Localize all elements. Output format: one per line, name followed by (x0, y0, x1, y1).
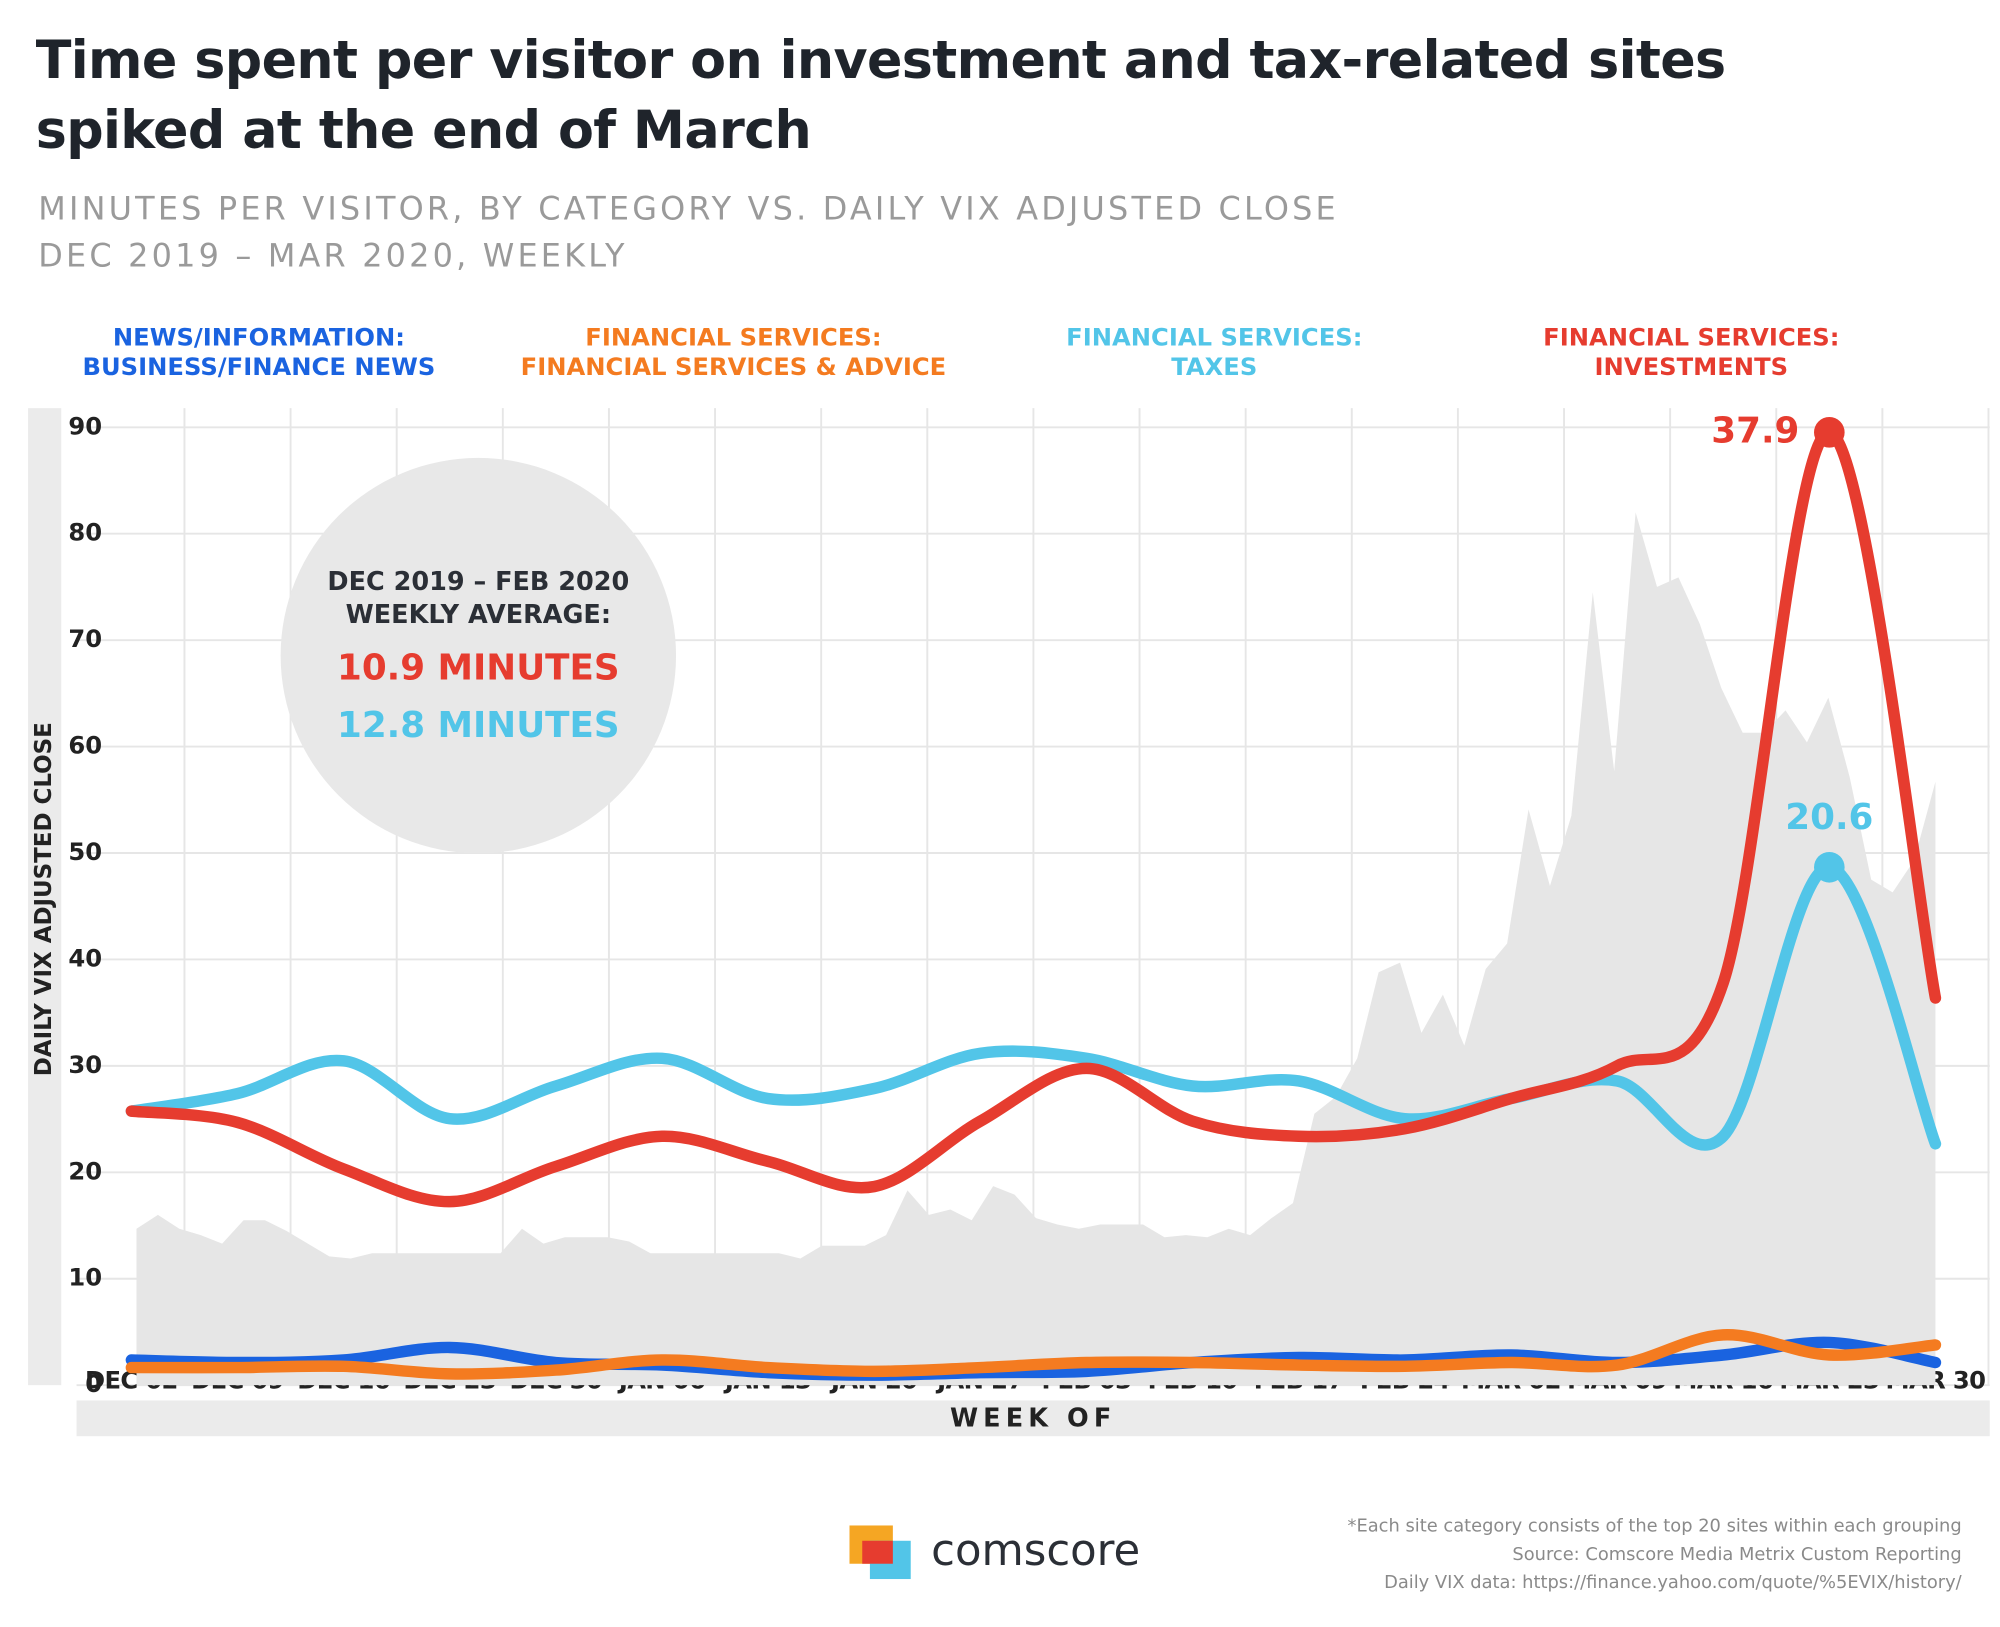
series-line (125, 861, 1942, 1151)
series-line (125, 1329, 1942, 1380)
y-tick-label: 30 (68, 1051, 102, 1079)
logo-text: comscore (931, 1526, 1140, 1576)
foreground: 20.6 37.9 (125, 410, 1942, 1381)
y-label-band (28, 408, 62, 1386)
legend-label: NEWS/INFORMATION: BUSINESS/FINANCE NEWS (82, 323, 436, 382)
y-tick-label: 60 (68, 732, 102, 760)
y-tick-label: 50 (68, 838, 102, 866)
logo-mark (849, 1525, 911, 1580)
y-tick-label: 0 (85, 1370, 102, 1398)
legend-box: FINANCIAL SERVICES: TAXES (1066, 323, 1363, 382)
average-circle (280, 457, 677, 854)
series-line (125, 426, 1942, 1208)
legend-box: FINANCIAL SERVICES: INVESTMENTS (1543, 323, 1840, 382)
legend-box: FINANCIAL SERVICES: FINANCIAL SERVICES &… (520, 323, 947, 382)
legend-label: FINANCIAL SERVICES: INVESTMENTS (1543, 323, 1840, 382)
note: Daily VIX data: https://finance.yahoo.co… (1384, 1572, 1963, 1593)
legend-label: FINANCIAL SERVICES: FINANCIAL SERVICES &… (520, 323, 947, 382)
annotation: WEEKLY AVERAGE: (346, 600, 611, 630)
logo-shape (862, 1540, 893, 1564)
subtitle-box: MINUTES PER VISITOR, BY CATEGORY VS. DAI… (38, 190, 1339, 275)
y-tick-label: 20 (68, 1157, 102, 1185)
y-axis-label: DAILY VIX ADJUSTED CLOSE (31, 722, 57, 1076)
chart-subtitle: MINUTES PER VISITOR, BY CATEGORY VS. DAI… (38, 190, 1339, 275)
y-tick-label: 40 (68, 944, 102, 972)
chart-title: Time spent per visitor on investment and… (35, 29, 1726, 161)
y-tick-label: 80 (68, 519, 102, 547)
annotation: 10.9 MINUTES (337, 648, 620, 689)
annotation: 12.8 MINUTES (337, 705, 620, 746)
x-label-band (76, 1400, 1990, 1437)
title-box: Time spent per visitor on investment and… (35, 29, 1726, 161)
legend-label: FINANCIAL SERVICES: TAXES (1066, 323, 1363, 382)
peak-marker (1814, 851, 1845, 883)
peak-marker (1814, 417, 1845, 448)
annotation: DEC 2019 – FEB 2020 (327, 567, 629, 597)
data-label: 37.9 (1711, 410, 1799, 451)
legend-box: NEWS/INFORMATION: BUSINESS/FINANCE NEWS (82, 323, 436, 382)
note: Source: Comscore Media Metrix Custom Rep… (1512, 1544, 1961, 1565)
x-axis-label: WEEK OF (950, 1404, 1116, 1434)
note: *Each site category consists of the top … (1348, 1516, 1962, 1537)
data-label: 20.6 (1785, 797, 1873, 838)
vix-area (136, 512, 1936, 1386)
y-tick-label: 90 (68, 412, 102, 440)
y-tick-label: 70 (68, 625, 102, 653)
y-tick-label: 10 (68, 1264, 102, 1292)
